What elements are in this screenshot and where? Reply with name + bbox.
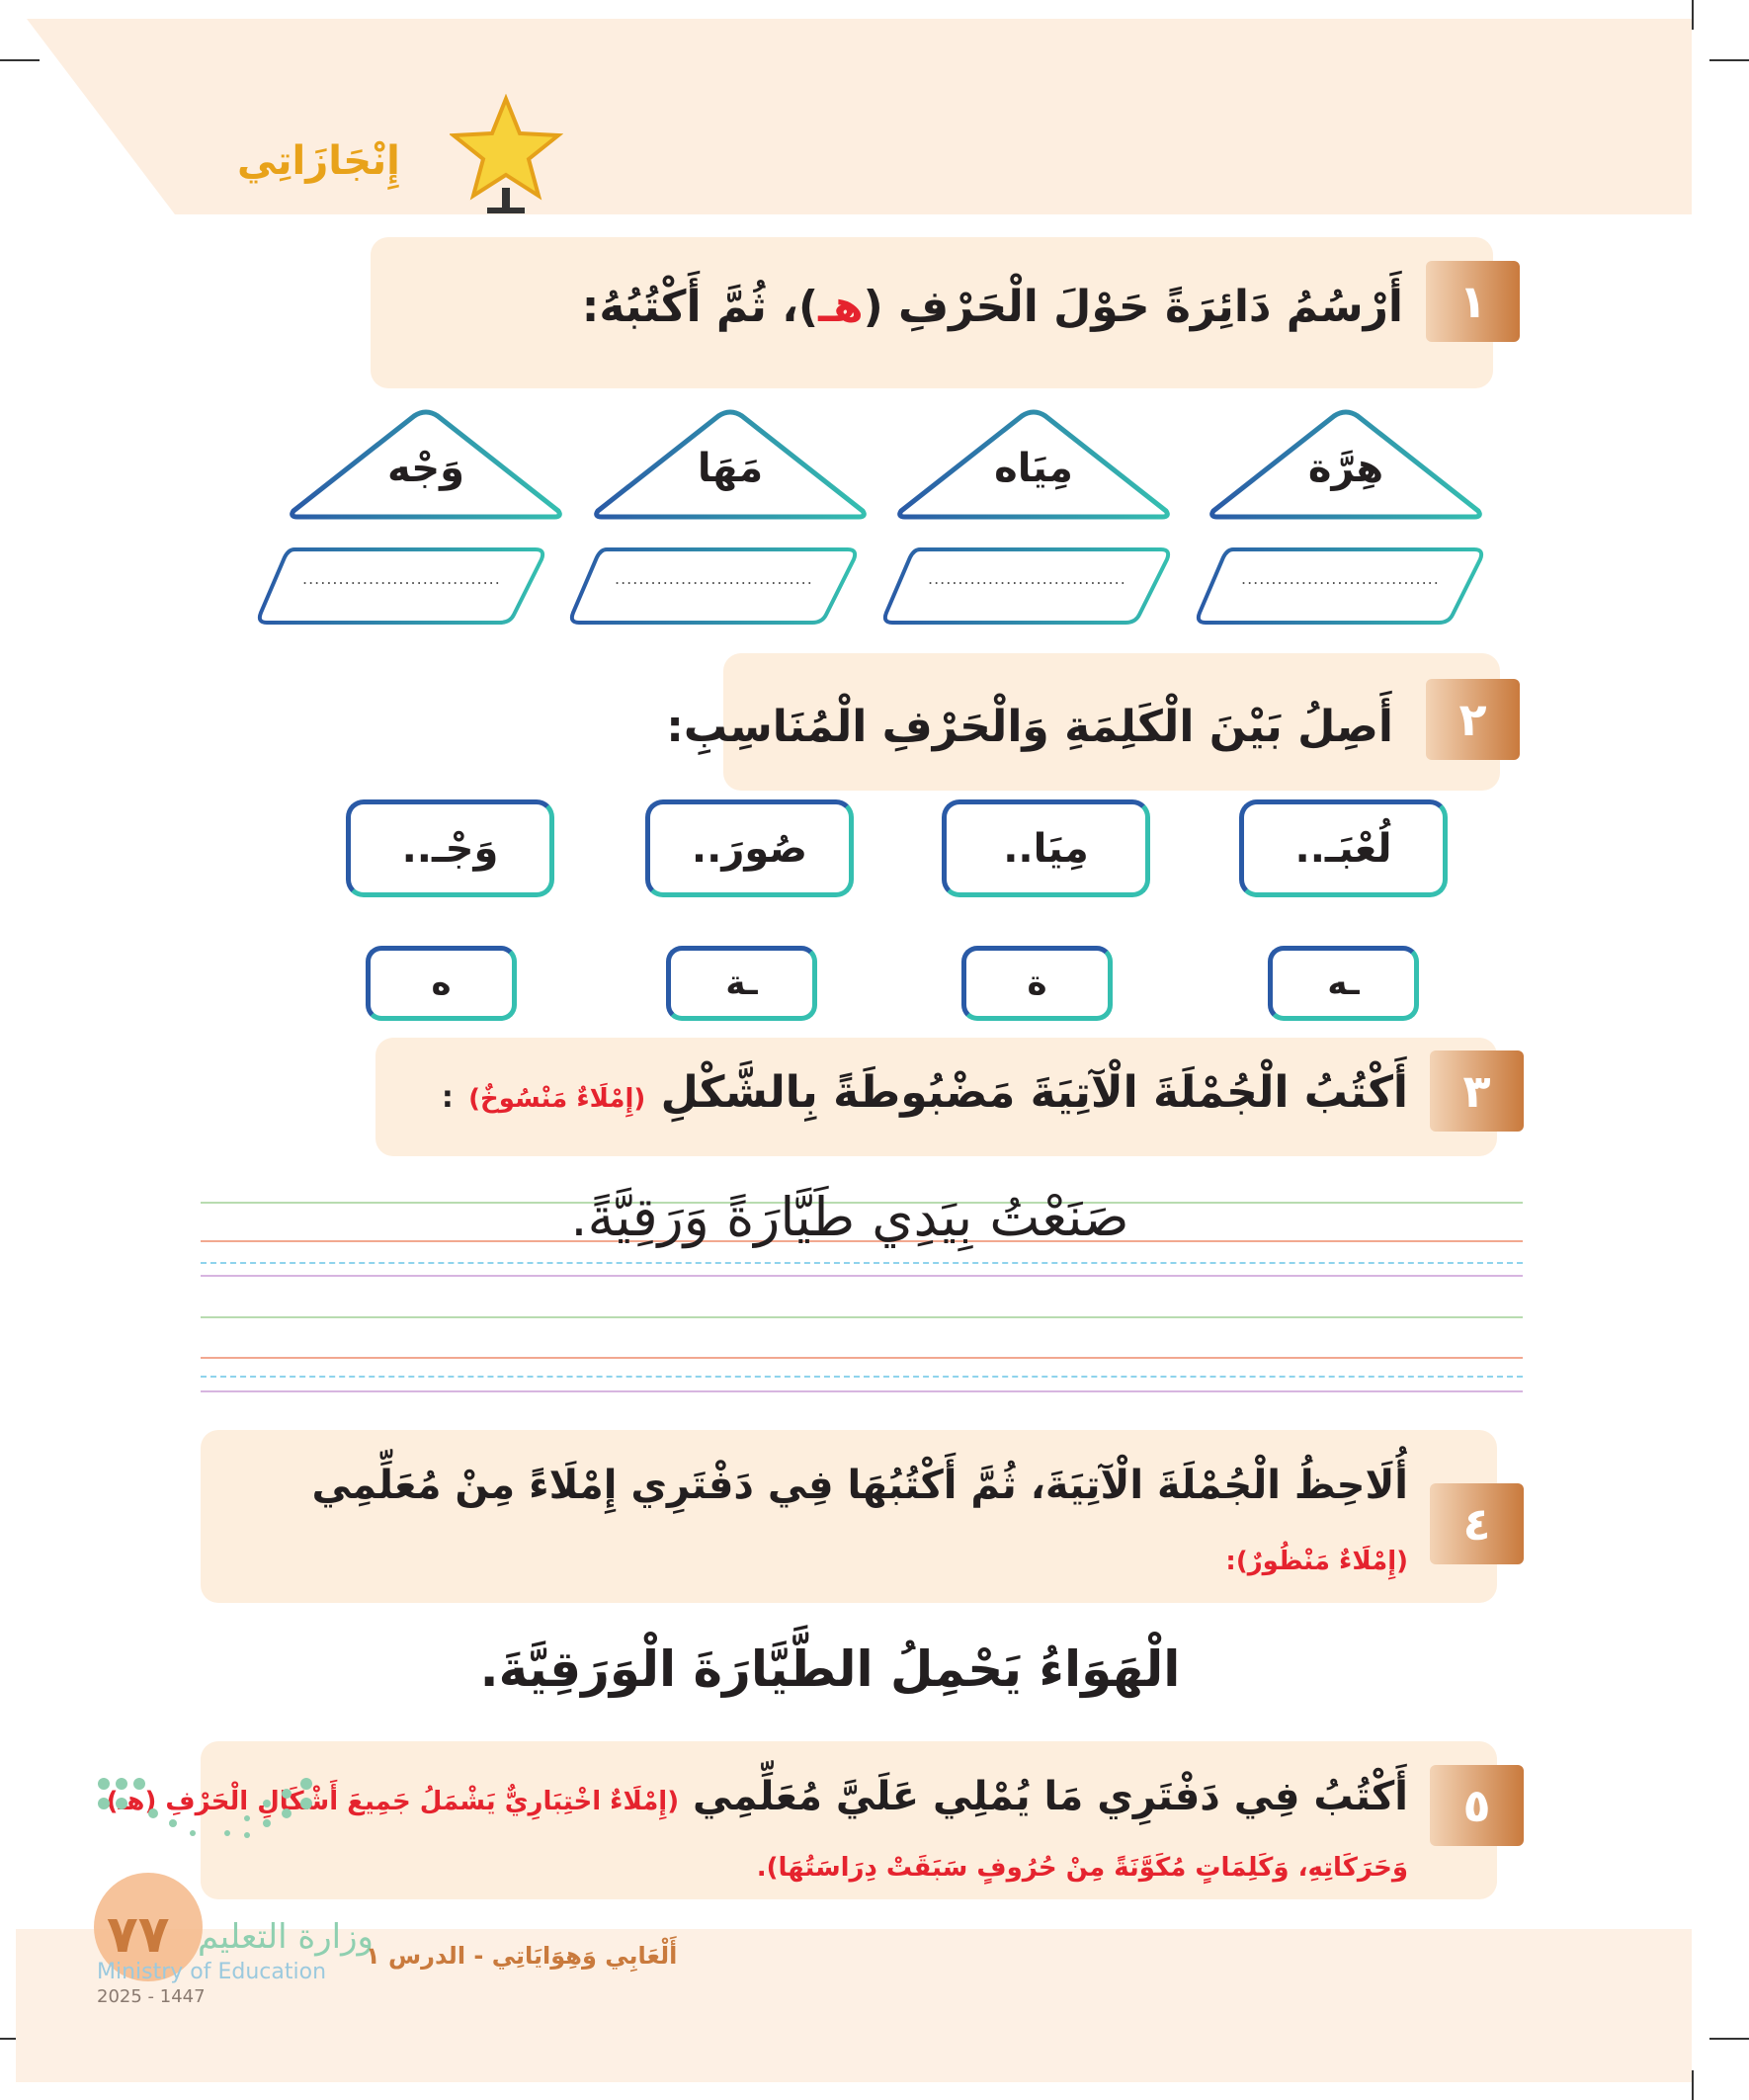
crop-mark — [1709, 2038, 1749, 2040]
page-number-circle — [94, 1873, 203, 1981]
writing-line — [201, 1262, 1523, 1264]
q1-target-letter: هـ — [818, 282, 864, 332]
match-word: مِيَا.. — [1003, 825, 1089, 872]
triangle-word: مَهَا — [697, 446, 764, 491]
match-word-box[interactable]: وَجْـ.. — [346, 799, 554, 897]
q1-number-badge: ١ — [1426, 261, 1520, 342]
q2-number-badge: ٢ — [1426, 679, 1520, 760]
crop-mark — [1709, 59, 1749, 61]
answer-dots: ................................. — [928, 569, 1126, 588]
parallelogram-frame-icon — [882, 547, 1171, 625]
q5-instruction-box — [201, 1741, 1497, 1899]
writing-line — [201, 1202, 1523, 1204]
triangle-frame-icon — [897, 409, 1170, 520]
crop-mark — [1692, 0, 1694, 30]
answer-dots: ................................. — [615, 569, 813, 588]
triangle-word: مِيَاه — [994, 446, 1073, 491]
answer-dots: ................................. — [1241, 569, 1440, 588]
match-word-box[interactable]: صُورَ.. — [645, 799, 854, 897]
parallelogram-frame-icon — [257, 547, 545, 625]
page-number: ٧٧ — [107, 1905, 170, 1965]
writing-line — [201, 1357, 1523, 1359]
answer-box[interactable]: ................................. — [567, 546, 860, 627]
q3-note: (إِمْلَاءٌ مَنْسُوخٌ) — [468, 1084, 646, 1114]
q4-number-badge: ٤ — [1430, 1483, 1524, 1564]
writing-line — [201, 1376, 1523, 1378]
page-title: إِنْجَازَاتِي — [237, 138, 400, 184]
match-word: وَجْـ.. — [401, 825, 499, 872]
q4-note: (إِمْلَاءٌ مَنْظُورٌ): — [1225, 1547, 1408, 1576]
q4-instruction: أُلَاحِظُ الْجُمْلَةَ الْآتِيَةَ، ثُمَّ … — [311, 1463, 1408, 1508]
parallelogram-frame-icon — [569, 547, 858, 625]
match-word: صُورَ.. — [691, 825, 808, 872]
writing-line — [201, 1240, 1523, 1242]
q5-note-line1: (إِمْلَاءٌ اخْتِبَارِيٌّ يَشْمَلُ جَمِيع… — [106, 1787, 680, 1816]
match-letter-box[interactable]: ه — [366, 946, 517, 1021]
match-letter: ة — [1027, 964, 1047, 1003]
ministry-logo-dots-icon — [98, 1778, 312, 1838]
q3-model-sentence: صَنَعْتُ بِيَدِي طَيَّارَةً وَرَقِيَّةً. — [570, 1186, 1129, 1248]
match-letter-box[interactable]: ة — [961, 946, 1113, 1021]
writing-line — [201, 1275, 1523, 1277]
q1-instruction-box — [371, 237, 1493, 388]
q1-instruction: أَرْسُمُ دَائِرَةً حَوْلَ الْحَرْفِ (هـ)… — [582, 282, 1403, 332]
match-word: لُعْبَـ.. — [1294, 825, 1392, 872]
match-word-box[interactable]: لُعْبَـ.. — [1239, 799, 1448, 897]
word-triangle: مِيَاه — [893, 406, 1174, 522]
q3-colon: : — [441, 1080, 454, 1115]
q3-text: أَكْتُبُ الْجُمْلَةَ الْآتِيَةَ مَضْبُوط… — [660, 1067, 1408, 1118]
q2-instruction-box — [723, 653, 1500, 791]
q3-number-badge: ٣ — [1430, 1050, 1524, 1132]
match-letter: ه — [431, 964, 452, 1003]
parallelogram-frame-icon — [1196, 547, 1484, 625]
match-letter: ـة — [725, 964, 758, 1003]
word-triangle: وَجْه — [286, 406, 566, 522]
star-trophy-icon — [450, 94, 563, 213]
q4-instruction-box — [201, 1430, 1497, 1603]
q5-number-badge: ٥ — [1430, 1765, 1524, 1846]
writing-line — [201, 1390, 1523, 1392]
answer-box[interactable]: ................................. — [1194, 546, 1486, 627]
ministry-name-en: Ministry of Education — [97, 1960, 327, 1984]
q1-text-end: )، ثُمَّ أَكْتُبُهُ: — [581, 282, 819, 332]
q1-text: أَرْسُمُ دَائِرَةً حَوْلَ الْحَرْفِ ( — [863, 282, 1403, 332]
match-letter-box[interactable]: ـة — [666, 946, 817, 1021]
q3-instruction: أَكْتُبُ الْجُمْلَةَ الْآتِيَةَ مَضْبُوط… — [442, 1067, 1408, 1118]
header-band — [27, 19, 1692, 214]
triangle-frame-icon — [290, 409, 562, 520]
q5-instruction: أَكْتُبُ فِي دَفْتَرِي مَا يُمْلِي عَلَي… — [107, 1774, 1408, 1819]
lesson-title: أَلْعَابِي وَهِوَايَاتِي - الدرس ١ — [366, 1942, 678, 1970]
writing-line — [201, 1316, 1523, 1318]
q5-note-line2: وَحَرَكَاتِهِ، وَكَلِمَاتٍ مُكَوَّنَةً م… — [756, 1853, 1408, 1883]
match-letter-box[interactable]: ـه — [1268, 946, 1419, 1021]
q2-instruction: أَصِلُ بَيْنَ الْكَلِمَةِ وَالْحَرْفِ ال… — [666, 702, 1393, 752]
answer-box[interactable]: ................................. — [255, 546, 547, 627]
edition-year: 2025 - 1447 — [97, 1986, 206, 2007]
answer-dots: ................................. — [302, 569, 501, 588]
match-word-box[interactable]: مِيَا.. — [942, 799, 1150, 897]
crop-mark — [1692, 2070, 1694, 2100]
triangle-frame-icon — [594, 409, 867, 520]
footer-band — [16, 1929, 1692, 2082]
triangle-frame-icon — [1209, 409, 1482, 520]
word-triangle: هِرَّة — [1206, 406, 1486, 522]
q5-text: أَكْتُبُ فِي دَفْتَرِي مَا يُمْلِي عَلَي… — [693, 1774, 1408, 1819]
triangle-word: هِرَّة — [1307, 446, 1384, 491]
match-letter: ـه — [1327, 964, 1360, 1003]
ministry-name-ar: وزارة التعليم — [198, 1917, 374, 1957]
q4-sentence: الْهَوَاءُ يَحْمِلُ الطَّيَّارَةَ الْوَر… — [479, 1640, 1181, 1698]
crop-mark — [0, 59, 40, 61]
triangle-word: وَجْه — [387, 446, 464, 491]
word-triangle: مَهَا — [590, 406, 871, 522]
q3-instruction-box — [375, 1038, 1497, 1156]
answer-box[interactable]: ................................. — [880, 546, 1173, 627]
